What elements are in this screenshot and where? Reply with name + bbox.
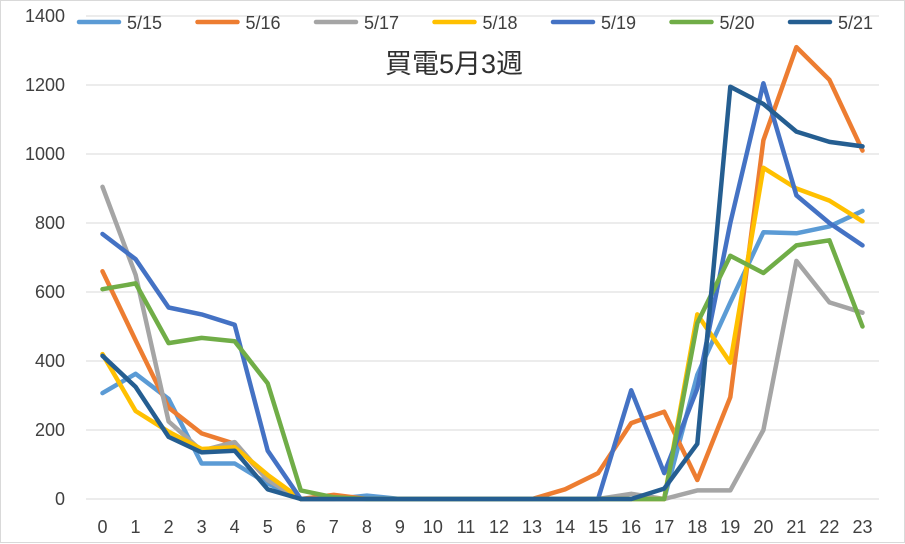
x-tick-label: 0 bbox=[98, 517, 108, 537]
x-tick-label: 5 bbox=[263, 517, 273, 537]
x-tick-label: 19 bbox=[720, 517, 740, 537]
x-tick-label: 22 bbox=[819, 517, 839, 537]
x-tick-label: 6 bbox=[296, 517, 306, 537]
y-tick-label: 1000 bbox=[25, 144, 65, 164]
x-tick-label: 16 bbox=[621, 517, 641, 537]
legend-label: 5/21 bbox=[838, 13, 873, 33]
x-tick-label: 14 bbox=[555, 517, 575, 537]
x-tick-label: 23 bbox=[852, 517, 872, 537]
y-axis-tick-labels: 0 200 400 600 800 1000 1200 1400 bbox=[25, 6, 65, 509]
x-tick-label: 3 bbox=[197, 517, 207, 537]
legend-label: 5/17 bbox=[364, 13, 399, 33]
x-tick-label: 12 bbox=[489, 517, 509, 537]
series-line-5-18 bbox=[100, 165, 865, 502]
legend-label: 5/18 bbox=[483, 13, 518, 33]
x-tick-label: 10 bbox=[423, 517, 443, 537]
y-tick-label: 600 bbox=[35, 282, 65, 302]
legend-label: 5/16 bbox=[246, 13, 281, 33]
x-tick-label: 2 bbox=[164, 517, 174, 537]
y-tick-label: 800 bbox=[35, 213, 65, 233]
y-tick-label: 1200 bbox=[25, 75, 65, 95]
y-tick-label: 0 bbox=[55, 489, 65, 509]
legend-label: 5/15 bbox=[127, 13, 162, 33]
legend-label: 5/19 bbox=[601, 13, 636, 33]
x-tick-label: 21 bbox=[786, 517, 806, 537]
legend-label: 5/20 bbox=[720, 13, 755, 33]
x-tick-label: 4 bbox=[230, 517, 240, 537]
x-tick-label: 8 bbox=[362, 517, 372, 537]
y-tick-label: 400 bbox=[35, 351, 65, 371]
x-tick-label: 13 bbox=[522, 517, 542, 537]
y-tick-label: 1400 bbox=[25, 6, 65, 26]
x-tick-label: 11 bbox=[457, 517, 476, 537]
gridlines bbox=[86, 15, 879, 500]
x-axis-tick-labels: 0 1 2 3 4 5 6 7 8 9 10 11 12 13 14 15 16 17 18 19 20 21 22 23 bbox=[98, 517, 873, 537]
x-tick-label: 9 bbox=[395, 517, 405, 537]
x-tick-label: 15 bbox=[588, 517, 608, 537]
legend: 5/15 5/16 5/17 5/18 5/19 5/20 5/21 bbox=[76, 13, 873, 33]
chart-title: 買電5月3週 bbox=[385, 49, 523, 79]
series-line-5-16 bbox=[100, 44, 865, 502]
y-tick-label: 200 bbox=[35, 420, 65, 440]
x-tick-label: 17 bbox=[654, 517, 674, 537]
x-tick-label: 1 bbox=[131, 517, 141, 537]
series-line-5-21 bbox=[100, 84, 865, 502]
x-tick-label: 7 bbox=[329, 517, 339, 537]
x-tick-label: 18 bbox=[687, 517, 707, 537]
series-lines bbox=[100, 44, 865, 502]
x-tick-label: 20 bbox=[753, 517, 773, 537]
